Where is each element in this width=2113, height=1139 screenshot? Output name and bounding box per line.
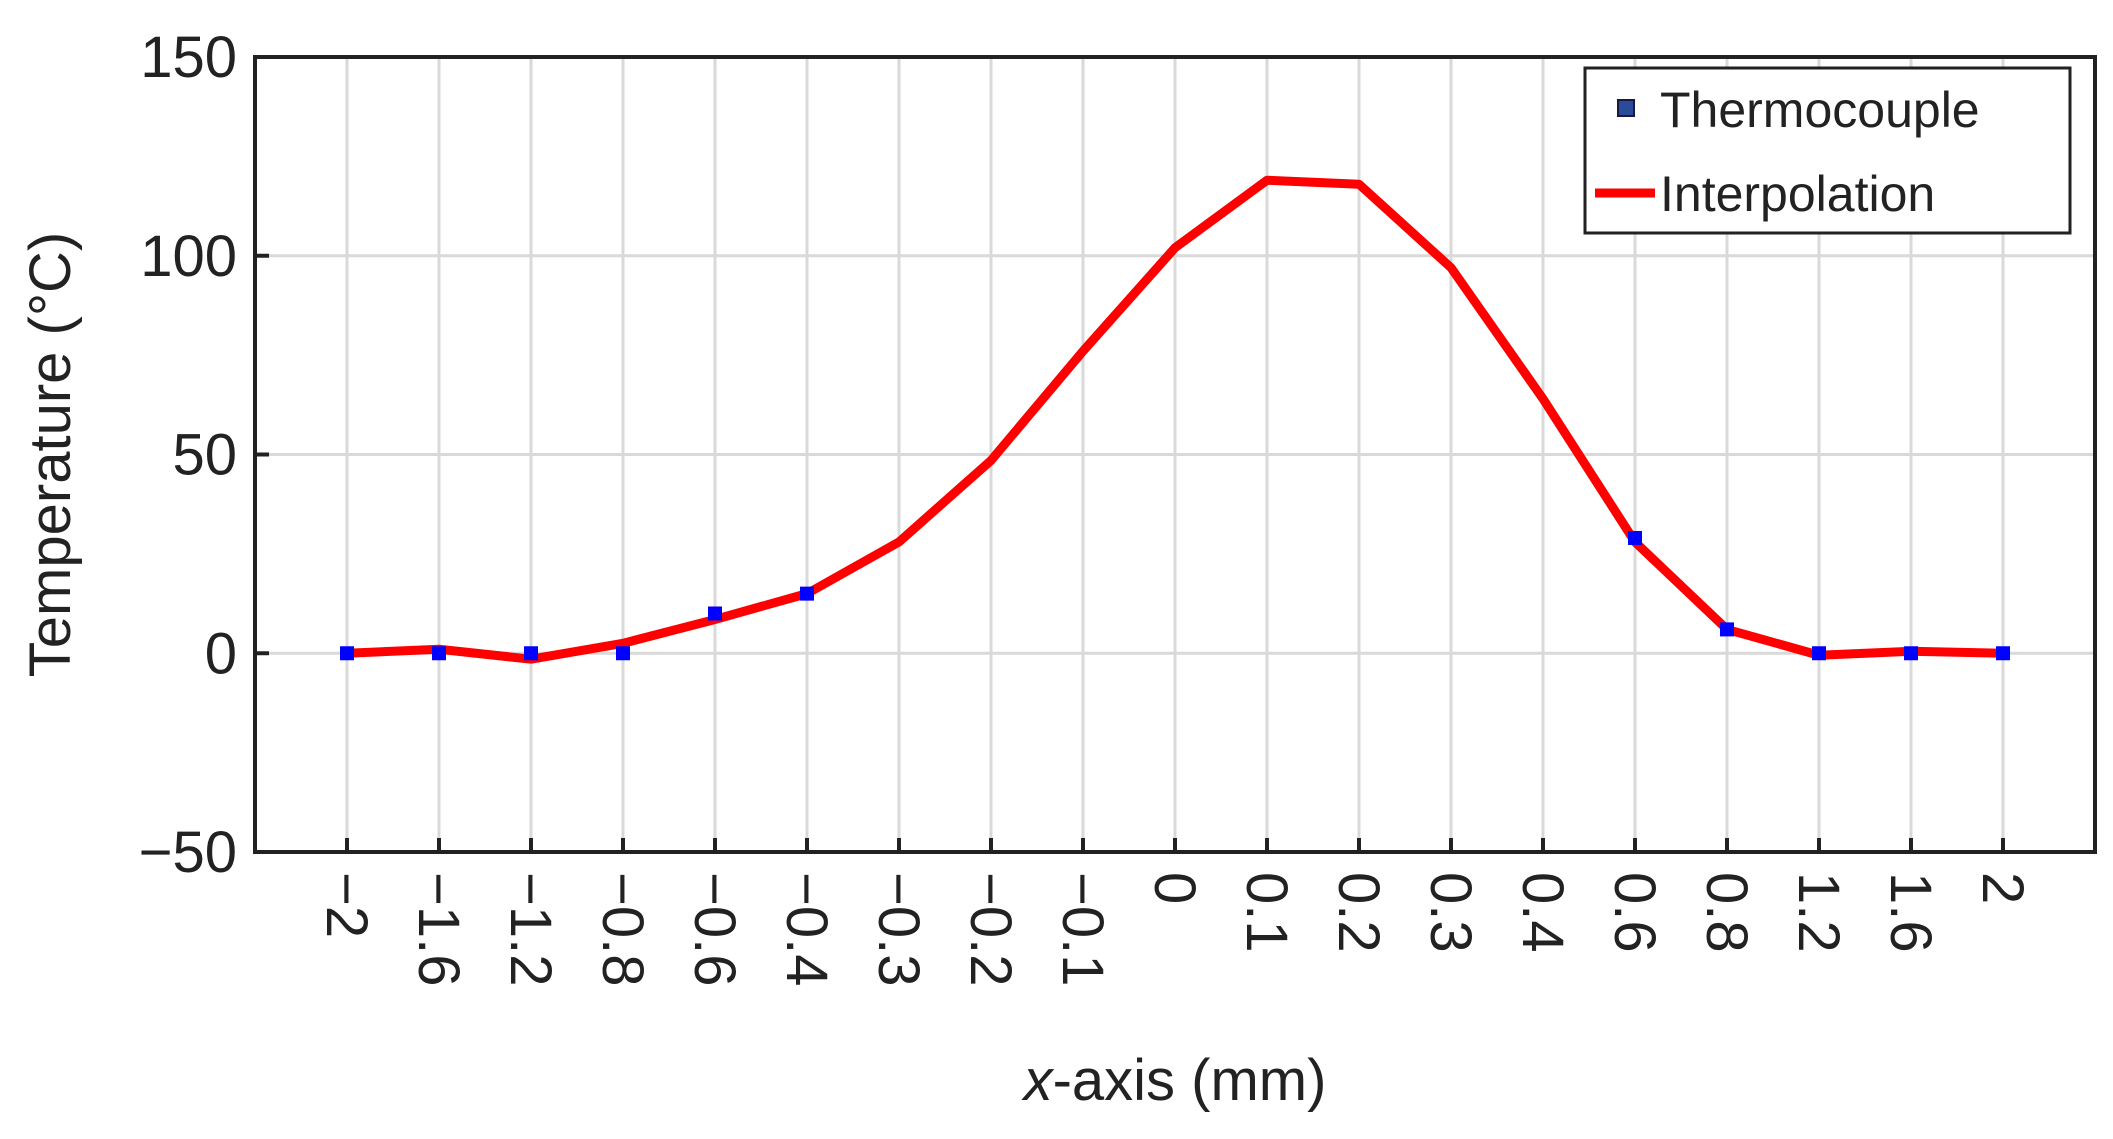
x-axis-ticks: −2 −1.6 −1.2 −0.8 −0.6 −0.4 −0.3 −0.2 −0.1 0 0.1 0.… xyxy=(314,838,2035,987)
legend-marker-thermocouple xyxy=(1617,99,1635,117)
x-tick-label: −0.4 xyxy=(774,872,839,987)
y-axis-title: Temperature (°C) xyxy=(18,232,83,677)
x-tick-label: 2 xyxy=(1970,872,2035,904)
thermocouple-point xyxy=(1996,646,2010,661)
x-axis-title-italic: x xyxy=(1021,1048,1055,1113)
thermocouple-point xyxy=(1812,646,1826,661)
x-tick-label: −0.6 xyxy=(682,872,747,987)
thermocouple-point xyxy=(1904,646,1918,661)
y-tick-label: 100 xyxy=(140,224,237,289)
thermocouple-point xyxy=(340,646,354,661)
x-tick-label: −0.3 xyxy=(866,872,931,987)
x-tick-label: 0 xyxy=(1142,872,1207,904)
thermocouple-point xyxy=(524,646,538,661)
thermocouple-point xyxy=(800,586,814,601)
x-tick-label: 1.6 xyxy=(1878,872,1943,953)
legend: Thermocouple Interpolation xyxy=(1583,66,2072,235)
y-tick-label: −50 xyxy=(139,820,237,885)
x-tick-label: 0.6 xyxy=(1602,872,1667,953)
thermocouple-point xyxy=(1628,530,1642,545)
thermocouple-point xyxy=(1720,622,1734,637)
y-axis-ticks: −50 0 50 100 150 xyxy=(139,25,269,885)
x-tick-label: 0.4 xyxy=(1510,872,1575,953)
thermocouple-point xyxy=(432,646,446,661)
legend-label-thermocouple: Thermocouple xyxy=(1660,82,1980,138)
x-tick-label: 1.2 xyxy=(1786,872,1851,953)
x-tick-label: 0.1 xyxy=(1234,872,1299,953)
y-tick-label: 0 xyxy=(205,621,237,686)
x-axis-title: x-axis (mm) xyxy=(1021,1048,1327,1113)
y-tick-label: 50 xyxy=(172,423,237,488)
x-tick-label: −0.8 xyxy=(590,872,655,987)
x-tick-label: −1.6 xyxy=(406,872,471,987)
x-tick-label: 0.2 xyxy=(1326,872,1391,953)
x-tick-label: 0.3 xyxy=(1418,872,1483,953)
legend-label-interpolation: Interpolation xyxy=(1660,166,1935,222)
x-tick-label: −0.1 xyxy=(1050,872,1115,987)
x-tick-label: −2 xyxy=(314,872,379,938)
series-thermocouple xyxy=(340,530,2010,661)
x-tick-label: −0.2 xyxy=(958,872,1023,987)
y-tick-label: 150 xyxy=(140,25,237,90)
thermocouple-point xyxy=(708,606,722,621)
thermocouple-point xyxy=(616,646,630,661)
x-axis-title-rest: -axis (mm) xyxy=(1053,1048,1327,1113)
x-tick-label: 0.8 xyxy=(1694,872,1759,953)
legend-box xyxy=(1583,66,2072,235)
x-tick-label: −1.2 xyxy=(498,872,563,987)
